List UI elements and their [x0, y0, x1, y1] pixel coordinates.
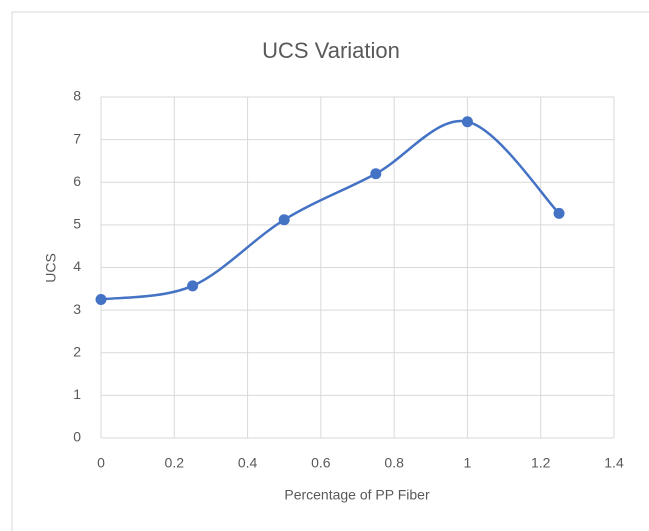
data-point: [95, 293, 107, 305]
y-tick-label: 8: [73, 88, 81, 104]
y-axis-label: UCS: [43, 253, 59, 283]
data-point: [553, 207, 565, 219]
x-tick-label: 0.2: [165, 455, 185, 471]
x-tick-label: 1.4: [604, 455, 624, 471]
x-tick-label: 0.4: [238, 455, 258, 471]
x-tick-label: 1: [464, 455, 472, 471]
y-tick-label: 4: [73, 258, 81, 274]
data-point: [187, 280, 199, 292]
x-tick-label: 0.8: [384, 455, 404, 471]
data-point: [278, 214, 290, 226]
y-tick-label: 2: [73, 343, 81, 359]
y-tick-label: 6: [73, 173, 81, 189]
chart-title: UCS Variation: [262, 38, 400, 63]
x-axis-label: Percentage of PP Fiber: [284, 487, 430, 503]
y-tick-label: 3: [73, 301, 81, 317]
x-tick-label: 1.2: [531, 455, 551, 471]
y-tick-label: 1: [73, 386, 81, 402]
y-tick-label: 0: [73, 429, 81, 445]
x-tick-label: 0: [97, 455, 105, 471]
data-point: [461, 116, 473, 128]
data-point: [370, 168, 382, 180]
x-tick-label: 0.6: [311, 455, 331, 471]
chart-frame: [11, 11, 649, 531]
y-tick-label: 5: [73, 216, 81, 232]
y-tick-label: 7: [73, 130, 81, 146]
